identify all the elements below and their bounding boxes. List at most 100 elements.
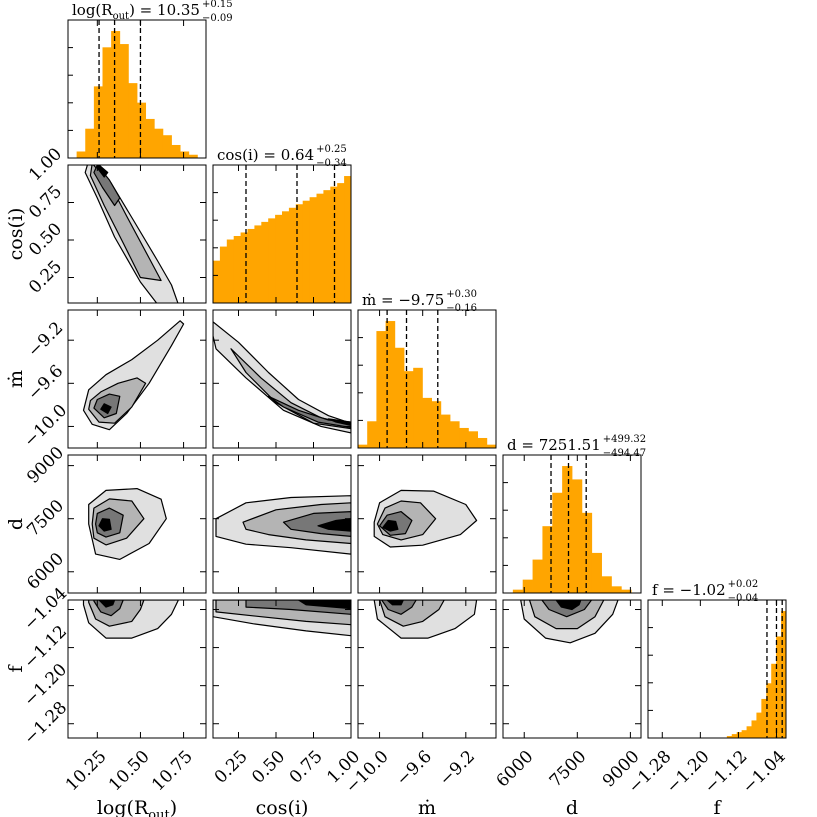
hist-bar-mdot-2 xyxy=(376,331,386,448)
panel-title-cosi: cos(i) = 0.64 xyxy=(217,146,314,164)
contour-level-logR-mdot-3 xyxy=(100,403,112,415)
panel-frame-3-1 xyxy=(212,454,352,594)
hist-bar-d-5 xyxy=(552,492,563,593)
panel-frame-3-3 xyxy=(502,454,642,594)
panel-frame-2-0 xyxy=(67,309,207,449)
panel-frame-1-0 xyxy=(67,164,207,304)
hist-bar-f-22 xyxy=(756,712,762,738)
y-tick-label-d-2: 9000 xyxy=(23,443,68,488)
hist-bar-mdot-0 xyxy=(358,444,368,448)
hist-bar-cosi-5 xyxy=(247,228,255,303)
hist-bar-logR-9 xyxy=(145,118,155,158)
panel-frame-4-2 xyxy=(357,599,497,739)
hist-panel-mdot xyxy=(358,310,496,448)
hist-bar-d-1 xyxy=(512,589,524,593)
y-axis-title-d: d xyxy=(5,518,27,530)
contour-level-cosi-f-3 xyxy=(297,600,351,610)
hist-bar-mdot-14 xyxy=(486,444,496,448)
x-tick-label-cosi-2: 0.75 xyxy=(286,747,327,788)
contour-level-logR-cosi-3 xyxy=(96,165,109,178)
hist-panel-f xyxy=(726,600,786,738)
contour-level-d-f-3 xyxy=(555,600,582,611)
panel-frame-4-3 xyxy=(502,599,642,739)
panel-title-plus-mdot: +0.30 xyxy=(446,289,477,300)
hist-bar-mdot-13 xyxy=(477,437,488,448)
x-axis-title-cosi: cos(i) xyxy=(256,797,309,817)
panel-title-minus-mdot: −0.16 xyxy=(446,303,477,314)
x-tick-label-mdot-2: −9.2 xyxy=(436,747,479,790)
x-axis-title-f: f xyxy=(713,797,722,817)
hist-bar-f-21 xyxy=(751,720,757,738)
hist-bar-mdot-3 xyxy=(385,321,396,448)
hist-bar-f-17 xyxy=(731,734,738,738)
hist-bar-cosi-3 xyxy=(233,235,241,303)
hist-bar-f-23 xyxy=(761,698,767,738)
contour-level-mdot-d-3 xyxy=(382,519,399,532)
hist-bar-cosi-1 xyxy=(219,246,228,303)
hist-bar-cosi-12 xyxy=(295,204,304,303)
hist-bar-cosi-13 xyxy=(302,200,310,303)
hist-bar-mdot-1 xyxy=(367,421,377,448)
contour-panel-logR-f xyxy=(82,600,179,639)
y-tick-label-mdot-0: −10.0 xyxy=(20,401,71,452)
contour-level-mdot-f-3 xyxy=(386,600,404,606)
hist-bar-cosi-17 xyxy=(330,186,338,303)
hist-bar-cosi-7 xyxy=(261,221,269,303)
x-tick-label-mdot-1: −9.6 xyxy=(393,747,436,790)
y-axis-title-cosi: cos(i) xyxy=(5,208,27,261)
contour-panel-mdot-f xyxy=(373,600,478,639)
contour-panel-cosi-d xyxy=(215,495,351,555)
hist-bar-logR-14 xyxy=(188,154,198,158)
panel-title-main-mdot: ṁ = −9.75 xyxy=(362,291,444,309)
x-tick-label-d-0: 6000 xyxy=(493,747,538,792)
contour-panel-mdot-d xyxy=(373,489,478,548)
panel-frame-0-0 xyxy=(67,19,207,159)
panel-title-minus-cosi: −0.34 xyxy=(316,158,347,169)
hist-bar-logR-5 xyxy=(111,31,121,158)
hist-bar-cosi-11 xyxy=(288,207,297,303)
hist-panel-cosi xyxy=(213,165,351,303)
x-axis-title-d: d xyxy=(566,797,578,817)
contour-level-cosi-mdot-0 xyxy=(213,321,351,434)
panel-frame-3-0 xyxy=(67,454,207,594)
panel-title-main-cosi: cos(i) = 0.64 xyxy=(217,146,314,164)
y-tick-label-d-0: 6000 xyxy=(23,549,68,594)
hist-bar-d-12 xyxy=(621,589,632,593)
hist-bar-f-20 xyxy=(746,726,752,738)
panel-title-plus-f: +0.02 xyxy=(728,579,759,590)
panel-title-mdot: ṁ = −9.75 xyxy=(362,291,444,309)
x-axis-title-close: ) xyxy=(170,797,177,817)
panel-title-d: d = 7251.51 xyxy=(507,436,601,454)
y-tick-label-mdot-2: −9.2 xyxy=(24,318,67,361)
hist-panel-d xyxy=(512,455,632,593)
contour-level-logR-f-3 xyxy=(98,600,116,608)
hist-bar-d-6 xyxy=(562,466,573,593)
y-tick-label-f-3: −1.04 xyxy=(20,584,71,635)
hist-bar-cosi-19 xyxy=(344,176,351,303)
hist-bar-d-8 xyxy=(581,512,593,593)
hist-bar-logR-11 xyxy=(162,135,172,158)
hist-bar-f-18 xyxy=(736,732,743,738)
hist-bar-d-3 xyxy=(532,559,543,593)
hist-bar-f-24 xyxy=(766,683,772,738)
hist-bar-d-7 xyxy=(572,479,583,593)
panel-title-minus-d: −494.47 xyxy=(603,448,646,459)
x-tick-label-logR-0: 10.25 xyxy=(62,747,111,796)
x-axis-title-main: cos(i) xyxy=(256,797,309,817)
contour-panel-cosi-mdot xyxy=(213,321,351,434)
hist-bar-cosi-4 xyxy=(240,232,248,303)
x-axis-title-main: f xyxy=(713,797,722,817)
contour-level-logR-f-2 xyxy=(93,600,124,617)
hist-panel-logR xyxy=(76,20,198,158)
panel-title-eq-logR: ) = 10.35 xyxy=(129,1,200,19)
x-axis-title-sub: out xyxy=(148,808,170,817)
panel-title-sub-logR: out xyxy=(113,11,129,22)
hist-bar-logR-10 xyxy=(154,128,164,158)
hist-bar-logR-12 xyxy=(171,144,181,158)
panel-frame-4-4 xyxy=(647,599,787,739)
hist-bar-f-16 xyxy=(726,736,733,738)
y-tick-label-cosi-0: 0.25 xyxy=(25,257,66,298)
hist-bar-d-11 xyxy=(611,586,622,593)
panel-frame-2-2 xyxy=(357,309,497,449)
contour-panel-logR-cosi xyxy=(84,165,179,303)
